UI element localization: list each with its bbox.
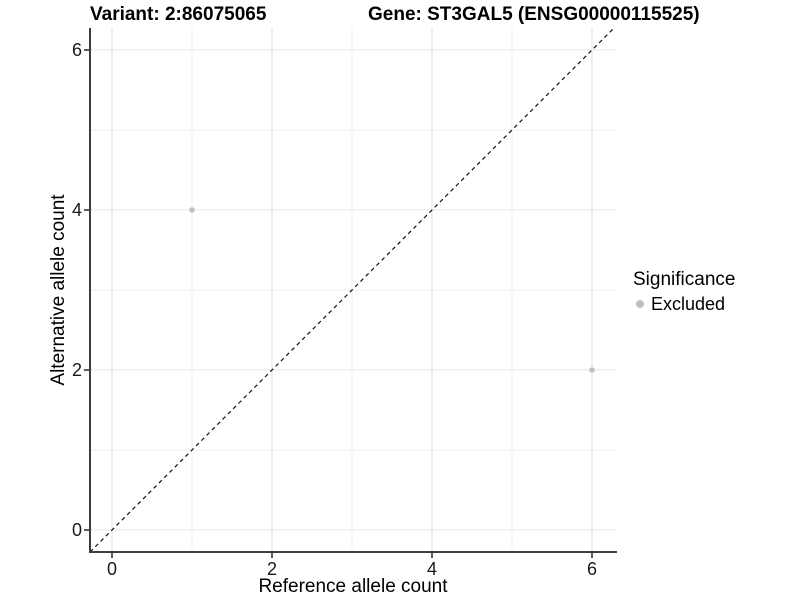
- legend-key-dot-icon: [636, 300, 644, 308]
- x-tick-label: 6: [586, 559, 597, 579]
- plot-title-variant: Variant: 2:86075065: [90, 4, 267, 25]
- y-tick-label: 2: [71, 360, 82, 380]
- legend: Significance Excluded: [633, 269, 735, 315]
- plot-title-gene: Gene: ST3GAL5 (ENSG00000115525): [368, 4, 700, 25]
- x-axis-title: Reference allele count: [258, 576, 448, 597]
- data-point: [589, 367, 595, 373]
- x-tick-label: 4: [426, 559, 437, 579]
- legend-title: Significance: [633, 269, 736, 290]
- y-tick-label: 0: [71, 520, 82, 540]
- y-tick-label: 6: [71, 40, 82, 60]
- legend-item-excluded: Excluded: [633, 293, 735, 315]
- data-point: [189, 207, 195, 213]
- x-tick-label: 2: [266, 559, 277, 579]
- legend-item-label: Excluded: [651, 294, 726, 314]
- y-tick-label: 4: [71, 200, 82, 220]
- x-tick-label: 0: [106, 559, 117, 579]
- identity-dashed-line: [89, 27, 615, 553]
